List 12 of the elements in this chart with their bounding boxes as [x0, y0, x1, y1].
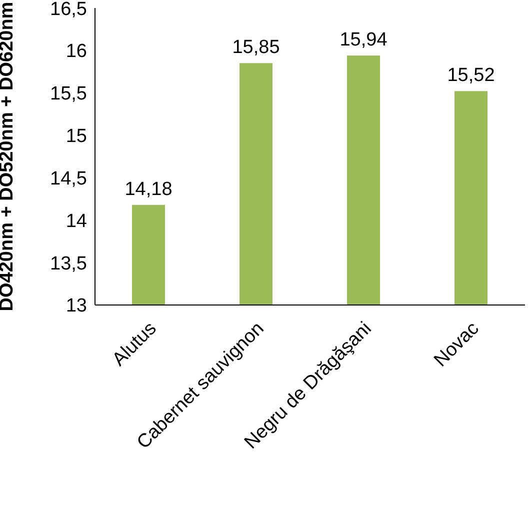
data-label: 15,85 [232, 37, 280, 58]
y-tick-label: 13,5 [50, 253, 87, 274]
data-label: 14,18 [124, 178, 172, 200]
data-label: 15,52 [447, 65, 495, 86]
y-tick-label: 15,5 [50, 84, 87, 105]
data-label: 15,94 [340, 30, 388, 51]
y-tick-label: 16 [66, 41, 87, 62]
y-tick-label: 16,5 [50, 0, 87, 20]
y-tick-label: 14,5 [50, 168, 87, 190]
y-tick-label: 13 [66, 296, 87, 317]
y-tick-label: 14 [66, 210, 88, 232]
y-tick-label: 15 [66, 126, 87, 148]
